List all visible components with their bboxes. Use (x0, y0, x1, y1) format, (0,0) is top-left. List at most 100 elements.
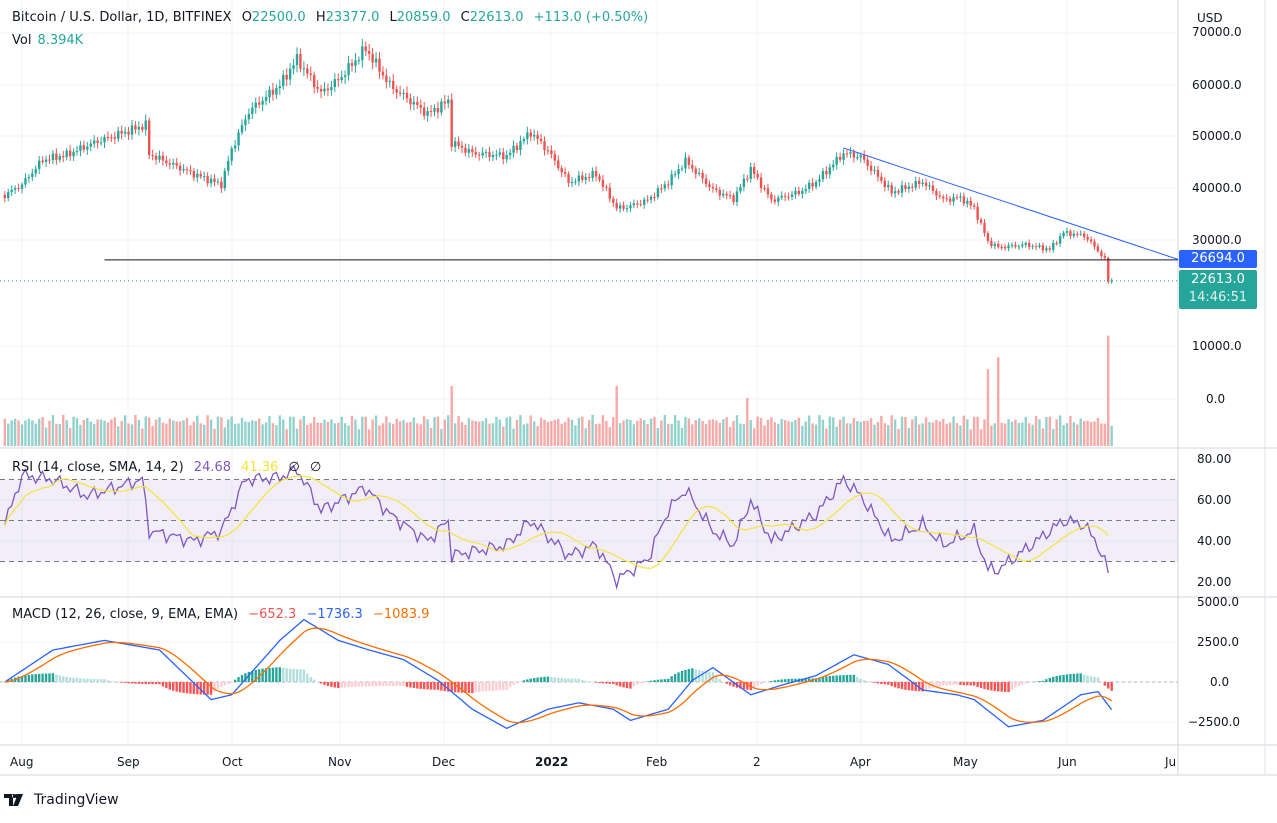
macd-histogram-bar (206, 682, 209, 695)
volume-bar (453, 423, 457, 446)
volume-bar (51, 415, 55, 446)
candle-body (598, 176, 601, 180)
macd-histogram-bar (1052, 676, 1055, 682)
candle-body (770, 194, 773, 200)
candle-body (41, 160, 44, 162)
candle-body (825, 170, 828, 175)
volume-legend[interactable]: Vol 8.394K (12, 33, 89, 48)
time-label: Sep (117, 755, 140, 769)
drawings[interactable] (0, 147, 1179, 282)
volume-bar (154, 419, 158, 446)
macd-histogram-bar (997, 682, 1000, 692)
candle-body (247, 113, 251, 120)
macd-histogram-bar (684, 669, 687, 682)
volume-bar (213, 428, 216, 446)
macd-histogram-bar (471, 682, 474, 694)
candle-body (495, 154, 498, 156)
volume-bar (378, 425, 381, 446)
macd-histogram-bar (1072, 673, 1076, 682)
macd-histogram-bar (55, 674, 58, 682)
candle-body (1007, 245, 1010, 249)
candle-body (196, 173, 199, 178)
candle-body (1034, 246, 1038, 248)
volume-bar (598, 423, 601, 446)
candle-body (869, 165, 873, 171)
candle-body (1055, 243, 1058, 245)
candle-body (887, 185, 890, 188)
candle-body (543, 141, 546, 151)
volume-bar (1007, 419, 1010, 446)
open-label: O (241, 10, 252, 25)
open-value: 22500.0 (251, 10, 306, 25)
macd-legend[interactable]: MACD (12, 26, close, 9, EMA, EMA) −652.3… (12, 607, 435, 622)
macd-histogram-bar (849, 674, 852, 682)
volume-bar (147, 417, 151, 446)
volume-bar (1027, 423, 1031, 446)
macd-histogram-bar (777, 679, 780, 682)
volume-bar (935, 419, 938, 446)
candle-body (677, 169, 680, 175)
candle-body (1014, 244, 1017, 247)
volume-bar (340, 416, 343, 446)
macd-histogram-bar (419, 682, 422, 689)
macd-histogram-bar (560, 678, 563, 682)
volume-bar (577, 417, 581, 446)
ohlc-close: C22613.0 (461, 10, 524, 25)
candle-body (409, 98, 412, 105)
candle-body (749, 167, 752, 179)
time-label: Ju (1164, 755, 1176, 769)
candle-body (381, 71, 385, 76)
candle-body (398, 92, 402, 94)
macd-histogram-bar (62, 676, 65, 682)
macd-histogram-bar (154, 682, 158, 685)
candle-body (484, 152, 488, 154)
macd-histogram-bar (945, 682, 948, 686)
candle-body (539, 138, 543, 142)
symbol-legend[interactable]: Bitcoin / U.S. Dollar, 1D, BITFINEX O225… (12, 10, 654, 25)
volume-bar (41, 416, 44, 446)
tradingview-logo[interactable]: TradingView (4, 792, 119, 808)
macd-histogram-bar (687, 669, 691, 682)
macd-histogram-bar (185, 682, 189, 694)
candle-body (646, 199, 649, 201)
macd-histogram-bar (392, 682, 395, 686)
macd-histogram-bar (972, 682, 976, 686)
macd-histogram-bar (433, 682, 436, 690)
volume-bar (928, 422, 931, 446)
volume-bar (887, 425, 890, 446)
candle-body (55, 153, 58, 160)
volume-bar (416, 423, 419, 446)
macd-histogram-bar (787, 678, 790, 682)
axes[interactable]: USD 70000.0 60000.0 50000.0 40000.0 3000… (10, 11, 1242, 769)
volume-bar (701, 421, 704, 446)
volume-bar (684, 416, 687, 446)
macd-histogram-bar (261, 668, 264, 682)
candle-body (275, 87, 278, 95)
macd-histogram-bar (1000, 682, 1003, 692)
volume-bar (436, 416, 440, 446)
macd-histogram-bar (746, 682, 749, 690)
candle-body (343, 75, 347, 78)
volume-bar (821, 419, 825, 446)
candle-body (172, 162, 175, 165)
volume-bar (86, 417, 89, 446)
candle-body (477, 154, 481, 156)
candle-body (1076, 233, 1079, 235)
macd-histogram-bar (68, 677, 72, 682)
candle-body (306, 68, 309, 74)
volume-bar (347, 425, 350, 446)
volume-bar (319, 422, 323, 446)
volume-bar (79, 424, 82, 446)
price-tick: 40000.0 (1192, 181, 1242, 195)
volume-bar (1003, 423, 1007, 446)
macd-histogram-bar (904, 682, 907, 690)
volume-bar (1107, 335, 1110, 446)
rsi-legend[interactable]: RSI (14, close, SMA, 14, 2) 24.68 41.36 … (12, 460, 327, 475)
candle-body (649, 197, 653, 200)
candle-body (687, 157, 691, 165)
volume-bar (883, 423, 887, 446)
macd-histogram-bar (477, 682, 481, 692)
macd-histogram-bar (251, 670, 254, 682)
volume-bar (175, 421, 178, 446)
